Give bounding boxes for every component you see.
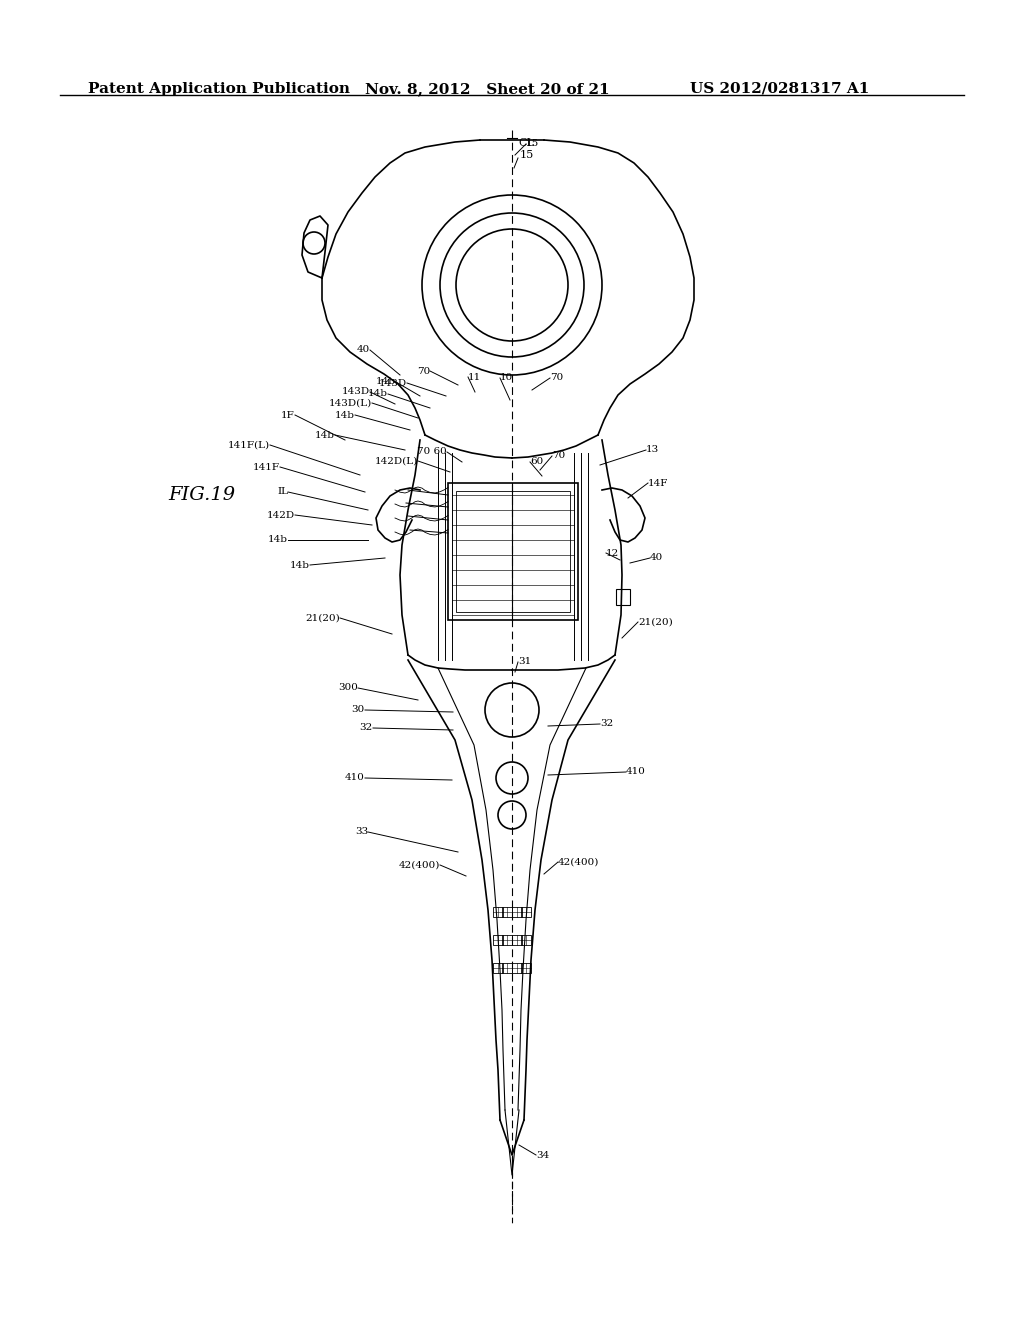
Text: 12: 12 xyxy=(606,549,620,557)
Bar xyxy=(512,935,522,945)
Text: 1F: 1F xyxy=(282,411,295,420)
Text: 14F: 14F xyxy=(648,479,669,487)
Text: 142D: 142D xyxy=(267,511,295,520)
Text: 33: 33 xyxy=(354,828,368,837)
Bar xyxy=(521,964,531,973)
Bar xyxy=(502,935,512,945)
Bar xyxy=(521,907,531,917)
Text: 10: 10 xyxy=(500,374,513,383)
Text: 42(400): 42(400) xyxy=(558,858,599,866)
Bar xyxy=(502,907,512,917)
Text: 410: 410 xyxy=(626,767,646,776)
Text: 70 60: 70 60 xyxy=(417,447,447,457)
Text: 410: 410 xyxy=(345,774,365,783)
Text: 14b: 14b xyxy=(376,378,396,387)
Text: 14b: 14b xyxy=(315,430,335,440)
Text: 42(400): 42(400) xyxy=(398,861,440,870)
Text: 14b: 14b xyxy=(290,561,310,569)
Text: 21(20): 21(20) xyxy=(305,614,340,623)
Bar xyxy=(493,907,503,917)
Text: 32: 32 xyxy=(359,723,373,733)
Text: 34: 34 xyxy=(536,1151,549,1159)
Text: 143D: 143D xyxy=(379,379,407,388)
Text: 30: 30 xyxy=(352,705,365,714)
Text: 14b: 14b xyxy=(368,389,388,399)
Text: 143D: 143D xyxy=(342,388,370,396)
Text: 141F: 141F xyxy=(253,462,280,471)
Text: 300: 300 xyxy=(338,684,358,693)
Bar xyxy=(521,935,531,945)
Text: 15: 15 xyxy=(526,140,540,149)
Text: 70: 70 xyxy=(417,367,430,375)
Text: 14b: 14b xyxy=(335,411,355,420)
Text: 31: 31 xyxy=(518,657,531,667)
Bar xyxy=(502,964,512,973)
Bar xyxy=(512,964,522,973)
Text: Patent Application Publication: Patent Application Publication xyxy=(88,82,350,96)
Text: 21(20): 21(20) xyxy=(638,618,673,627)
Bar xyxy=(512,907,522,917)
Text: 32: 32 xyxy=(600,719,613,729)
Text: 70: 70 xyxy=(550,374,563,383)
Bar xyxy=(493,964,503,973)
Text: 142D(L): 142D(L) xyxy=(375,457,418,466)
Bar xyxy=(616,589,630,605)
Text: CL: CL xyxy=(518,139,534,148)
Bar xyxy=(493,935,503,945)
Bar xyxy=(449,483,578,620)
Text: 11: 11 xyxy=(468,372,481,381)
Text: FIG.19: FIG.19 xyxy=(168,486,236,504)
Text: 40: 40 xyxy=(650,553,664,562)
Text: 13: 13 xyxy=(646,446,659,454)
Text: Nov. 8, 2012   Sheet 20 of 21: Nov. 8, 2012 Sheet 20 of 21 xyxy=(365,82,609,96)
Text: 40: 40 xyxy=(356,346,370,355)
Text: 14b: 14b xyxy=(268,536,288,544)
Text: 15: 15 xyxy=(520,150,535,160)
Text: 143D(L): 143D(L) xyxy=(329,399,372,408)
Bar xyxy=(456,491,570,612)
Text: US 2012/0281317 A1: US 2012/0281317 A1 xyxy=(690,82,869,96)
Text: IL: IL xyxy=(278,487,288,496)
Text: 60: 60 xyxy=(530,458,544,466)
Text: 70: 70 xyxy=(552,451,565,461)
Text: 141F(L): 141F(L) xyxy=(228,441,270,450)
